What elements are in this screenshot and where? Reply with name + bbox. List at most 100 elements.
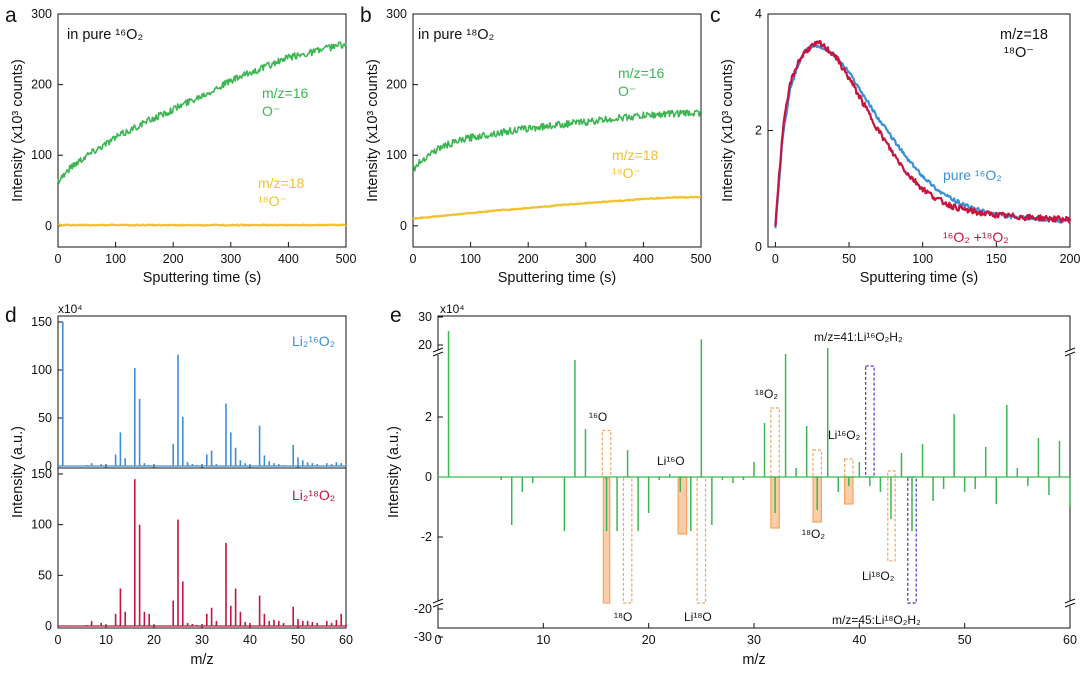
annotation-e-Li16O2: Li¹⁶O₂	[828, 428, 861, 442]
y-tick-label-a: 0	[45, 219, 52, 233]
y-tick-label-d: 50	[38, 411, 52, 425]
y-tick-label-d: 150	[31, 315, 52, 329]
y-tick-label-d: 100	[31, 518, 52, 532]
x-axis-label-c: Sputtering time (s)	[860, 270, 978, 286]
x-tick-label-b: 400	[633, 252, 654, 266]
axis-break-mark-3b	[1064, 602, 1076, 608]
annotation-e-m45: m/z=45:Li¹⁸O₂H₂	[832, 613, 921, 627]
y-tick-label-e: -30	[414, 630, 432, 644]
highlight-18O2b-top	[812, 449, 823, 478]
x-tick-label-a: 300	[220, 252, 241, 266]
y-tick-label-c: 4	[755, 7, 762, 21]
plot-frame-a	[57, 13, 347, 248]
y-tick-label-d: 0	[45, 619, 52, 633]
annotation-e-16O: ¹⁶O	[589, 410, 607, 424]
axis-break-mark-0	[432, 347, 444, 353]
x-tick-label-d: 20	[147, 633, 161, 647]
highlight-m45	[907, 476, 917, 604]
legend-label-b-1b: ¹⁸O⁻	[612, 165, 641, 181]
x-tick-label-b: 100	[460, 252, 481, 266]
y-tick-label-e: -20	[414, 602, 432, 616]
multiplier-d: x10⁴	[58, 302, 83, 316]
axis-break-mark-3	[1064, 598, 1076, 604]
annotation-e-18O: ¹⁸O	[614, 610, 632, 624]
x-tick-label-b: 300	[575, 252, 596, 266]
legend-label-d-1: Li₂¹⁸O₂	[292, 487, 335, 503]
annotation-e-Li18O2: Li¹⁸O₂	[862, 569, 895, 583]
y-tick-label-e: 0	[425, 470, 432, 484]
series-line-a-1	[57, 223, 347, 227]
x-tick-label-b: 200	[518, 252, 539, 266]
panel-label-c: c	[710, 4, 721, 27]
y-tick-label-e: 30	[418, 310, 432, 324]
x-tick-label-e: 50	[958, 633, 972, 647]
highlight-Li16O	[677, 476, 688, 535]
panel-label-d: d	[5, 304, 17, 327]
legend-label-b-1: m/z=18	[612, 147, 659, 163]
axis-break-mark-2	[1064, 347, 1076, 353]
x-axis-label-a: Sputtering time (s)	[143, 270, 261, 286]
legend-label-a-0b: O⁻	[262, 103, 280, 119]
annotation-e-18O2-top: ¹⁸O₂	[755, 387, 778, 401]
y-axis-label-b: Intensity (x10³ counts)	[365, 59, 381, 202]
y-tick-label-d: 100	[31, 363, 52, 377]
legend-label-c-1: ¹⁶O₂ +¹⁸O₂	[943, 229, 1009, 245]
series-line-b-0	[412, 109, 702, 172]
y-tick-label-d: 0	[45, 459, 52, 473]
highlight-18O2-top	[770, 407, 780, 478]
annotation-e-18O2-bottom: ¹⁸O₂	[802, 527, 825, 541]
x-tick-label-c: 0	[772, 252, 779, 266]
highlight-m41	[865, 365, 875, 478]
annotation-a: in pure ¹⁶O₂	[67, 27, 143, 43]
y-tick-label-a: 200	[31, 78, 52, 92]
annotation-e-m41: m/z=41:Li¹⁶O₂H₂	[814, 330, 903, 344]
series-line-c-0	[774, 44, 1072, 229]
x-tick-label-e: 20	[642, 633, 656, 647]
x-tick-label-b: 500	[691, 252, 712, 266]
legend-label-a-0: m/z=16	[262, 85, 309, 101]
axis-break-mark-0b	[432, 351, 444, 357]
x-tick-label-e: 60	[1063, 633, 1077, 647]
axis-break-gap-0	[433, 350, 443, 355]
y-tick-label-b: 300	[386, 7, 407, 21]
legend-label-a-1: m/z=18	[258, 175, 305, 191]
x-tick-label-c: 100	[912, 252, 933, 266]
series-line-b-1	[412, 195, 702, 221]
y-tick-label-e: 20	[418, 338, 432, 352]
x-tick-label-d: 10	[99, 633, 113, 647]
y-axis-label-e: Intensity (a.u.)	[386, 426, 402, 518]
x-tick-label-b: 0	[410, 252, 417, 266]
x-tick-label-a: 400	[278, 252, 299, 266]
x-axis-label-e: m/z	[742, 652, 765, 668]
y-axis-label-d: Intensity (a.u.)	[10, 426, 26, 518]
annotation-b: in pure ¹⁸O₂	[418, 27, 494, 43]
x-tick-label-e: 10	[536, 633, 550, 647]
x-tick-label-e: 0	[435, 633, 442, 647]
y-axis-label-c: Intensity (x10³ counts)	[720, 59, 736, 202]
x-tick-label-d: 60	[339, 633, 353, 647]
x-tick-label-e: 30	[747, 633, 761, 647]
y-tick-label-d: 150	[31, 467, 52, 481]
y-tick-label-a: 100	[31, 148, 52, 162]
annotation-e-Li16O: Li¹⁶O	[657, 454, 685, 468]
legend-label-d-0: Li₂¹⁶O₂	[292, 333, 335, 349]
y-tick-label-a: 300	[31, 7, 52, 21]
axis-break-gap-1	[433, 601, 443, 606]
annotation-c-2: ¹⁸O⁻	[1004, 45, 1034, 61]
series-line-a-0	[57, 41, 347, 184]
axis-break-mark-1	[432, 598, 444, 604]
annotation-e-Li18O: Li¹⁸O	[684, 610, 712, 624]
y-tick-label-d: 50	[38, 568, 52, 582]
plot-frame-b	[412, 13, 702, 248]
y-tick-label-b: 100	[386, 148, 407, 162]
x-axis-label-d: m/z	[190, 652, 213, 668]
x-tick-label-d: 30	[195, 633, 209, 647]
highlight-Li16O2-top	[843, 458, 854, 478]
y-tick-label-c: 2	[755, 124, 762, 138]
x-tick-label-c: 50	[842, 252, 856, 266]
y-axis-label-a: Intensity (x10³ counts)	[10, 59, 26, 202]
legend-label-b-0: m/z=16	[618, 65, 665, 81]
panel-label-a: a	[5, 4, 17, 27]
series-line-c-1	[774, 39, 1072, 227]
